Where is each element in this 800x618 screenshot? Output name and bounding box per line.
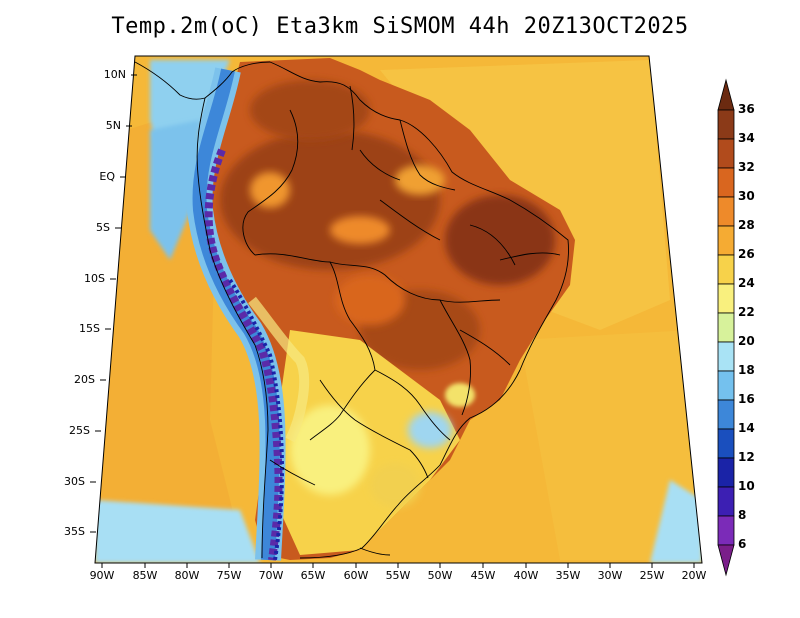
andes-highland-warm bbox=[248, 296, 310, 443]
interior-patch bbox=[395, 165, 445, 195]
colorbar bbox=[717, 78, 735, 577]
lon-label: 90W bbox=[89, 569, 115, 582]
colorbar-swatch bbox=[717, 225, 735, 256]
uruguay-zone bbox=[370, 463, 420, 507]
southeast-mild-zone bbox=[445, 383, 475, 407]
lat-label: 10N bbox=[103, 68, 126, 81]
lon-ticks bbox=[101, 563, 695, 568]
west-central-warm-zone bbox=[335, 275, 405, 325]
colorbar-swatch bbox=[717, 486, 735, 517]
lon-label: 35W bbox=[555, 569, 581, 582]
lon-label: 25W bbox=[639, 569, 665, 582]
lat-label: 10S bbox=[84, 272, 105, 285]
colorbar-label: 18 bbox=[738, 363, 755, 377]
lon-label: 75W bbox=[216, 569, 242, 582]
north-hot-zone bbox=[250, 80, 370, 140]
colorbar-label: 16 bbox=[738, 392, 755, 406]
colorbar-swatch bbox=[717, 167, 735, 198]
atlantic-cool-south bbox=[650, 480, 702, 563]
lon-label: 40W bbox=[513, 569, 539, 582]
colorbar-label: 14 bbox=[738, 421, 755, 435]
colorbar-label: 32 bbox=[738, 160, 755, 174]
colorbar-label: 30 bbox=[738, 189, 755, 203]
lat-ticks bbox=[90, 74, 137, 533]
lat-label: 20S bbox=[74, 373, 95, 386]
andes-peaks-inner bbox=[228, 278, 285, 561]
lon-label: 55W bbox=[385, 569, 411, 582]
colorbar-swatch bbox=[717, 196, 735, 227]
amazon-hot-zone bbox=[220, 130, 440, 270]
lon-label: 30W bbox=[597, 569, 623, 582]
colorbar-label: 28 bbox=[738, 218, 755, 232]
lon-label: 65W bbox=[300, 569, 326, 582]
lat-label: 15S bbox=[79, 322, 100, 335]
lon-label: 50W bbox=[427, 569, 453, 582]
colorbar-swatch bbox=[717, 312, 735, 343]
lat-label: 25S bbox=[69, 424, 90, 437]
interior-patch bbox=[330, 216, 390, 244]
northeast-hot-zone bbox=[445, 195, 555, 285]
pacific-cool-south bbox=[95, 500, 260, 563]
map-title: Temp.2m(oC) Eta3km SiSMOM 44h 20Z13OCT20… bbox=[111, 14, 689, 39]
lat-label: 5N bbox=[105, 119, 121, 132]
colorbar-label: 20 bbox=[738, 334, 755, 348]
lon-label: 45W bbox=[470, 569, 496, 582]
colorbar-label: 36 bbox=[738, 102, 755, 116]
lat-label: 5S bbox=[96, 221, 110, 234]
colorbar-label: 22 bbox=[738, 305, 755, 319]
colorbar-swatch bbox=[717, 254, 735, 285]
colorbar-label: 12 bbox=[738, 450, 755, 464]
colorbar-label: 34 bbox=[738, 131, 755, 145]
map-frame bbox=[94, 55, 703, 564]
colorbar-swatch bbox=[717, 138, 735, 169]
colorbar-swatch bbox=[717, 109, 735, 140]
interior-patch bbox=[250, 172, 290, 208]
lon-label: 70W bbox=[258, 569, 284, 582]
colorbar-swatch bbox=[717, 283, 735, 314]
lat-label: 35S bbox=[64, 525, 85, 538]
south-atlantic-band bbox=[520, 330, 700, 560]
colorbar-swatch bbox=[717, 399, 735, 430]
colorbar-label: 6 bbox=[738, 537, 747, 551]
colorbar-swatch bbox=[717, 78, 735, 111]
lon-label: 60W bbox=[343, 569, 369, 582]
andes-peaks bbox=[204, 148, 283, 561]
lon-label: 20W bbox=[681, 569, 707, 582]
colorbar-label: 24 bbox=[738, 276, 755, 290]
lat-label: EQ bbox=[99, 170, 115, 183]
colorbar-label: 8 bbox=[738, 508, 747, 522]
colorbar-swatch bbox=[717, 341, 735, 372]
pampas-mild-zone bbox=[290, 405, 370, 495]
colorbar-swatch bbox=[717, 515, 735, 546]
lon-label: 80W bbox=[174, 569, 200, 582]
serra-cool-zone bbox=[408, 412, 452, 448]
colorbar-swatch bbox=[717, 428, 735, 459]
lon-label: 85W bbox=[132, 569, 158, 582]
lat-label: 30S bbox=[64, 475, 85, 488]
colorbar-label: 26 bbox=[738, 247, 755, 261]
colorbar-label: 10 bbox=[738, 479, 755, 493]
borders bbox=[134, 61, 569, 559]
temperature-field bbox=[95, 56, 702, 563]
pacific-cool-equator bbox=[150, 120, 200, 260]
colorbar-swatch bbox=[717, 370, 735, 401]
colorbar-swatch bbox=[717, 457, 735, 488]
colorbar-swatch bbox=[717, 544, 735, 577]
